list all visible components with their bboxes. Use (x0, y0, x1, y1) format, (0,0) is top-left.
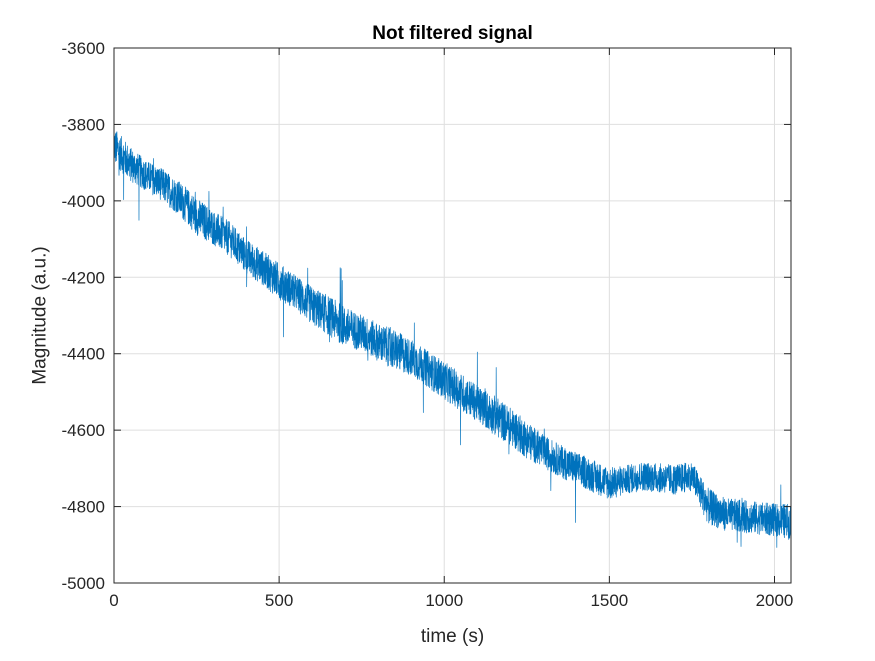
signal-line (114, 131, 791, 548)
plot-area (114, 131, 791, 548)
x-tick-label: 1500 (590, 591, 628, 610)
x-tick-label: 500 (265, 591, 293, 610)
y-tick-label: -5000 (62, 574, 105, 593)
chart-title: Not filtered signal (372, 23, 532, 44)
y-tick-label: -4800 (62, 498, 105, 517)
series-group (114, 131, 791, 548)
x-tick-label: 0 (109, 591, 118, 610)
axes-box (113, 47, 792, 584)
y-tick-label: -3800 (62, 115, 105, 134)
x-tick-label: 2000 (756, 591, 794, 610)
x-axis-label: time (s) (421, 626, 484, 647)
y-tick-label: -4600 (62, 421, 105, 440)
grid-lines (113, 47, 791, 584)
y-axis-label: Magnitude (a.u.) (30, 246, 51, 384)
y-tick-label: -4200 (62, 268, 105, 287)
x-tick-label: 1000 (425, 591, 463, 610)
y-tick-label: -3600 (62, 39, 105, 58)
y-tick-label: -4400 (62, 345, 105, 364)
axes (113, 47, 792, 584)
tick-labels: 0 500 1000 1500 2000 -3600 -3800 -4000 -4200 -440… (62, 39, 794, 610)
y-tick-label: -4000 (62, 192, 105, 211)
